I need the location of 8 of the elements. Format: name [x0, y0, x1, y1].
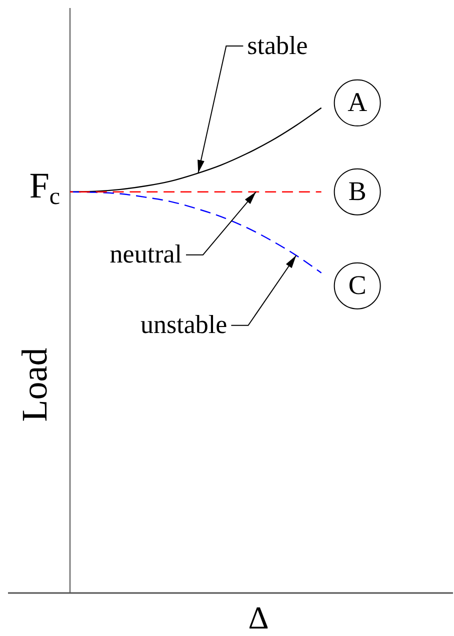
series-label: B — [348, 176, 366, 206]
annotation: neutral — [110, 240, 182, 269]
annotation: unstable — [140, 310, 228, 340]
series-label: C — [348, 270, 366, 300]
y-axis-title: Load — [14, 348, 54, 422]
x-axis-title: Δ — [248, 599, 269, 636]
series-label: A — [348, 87, 368, 118]
text: stable — [247, 30, 308, 60]
